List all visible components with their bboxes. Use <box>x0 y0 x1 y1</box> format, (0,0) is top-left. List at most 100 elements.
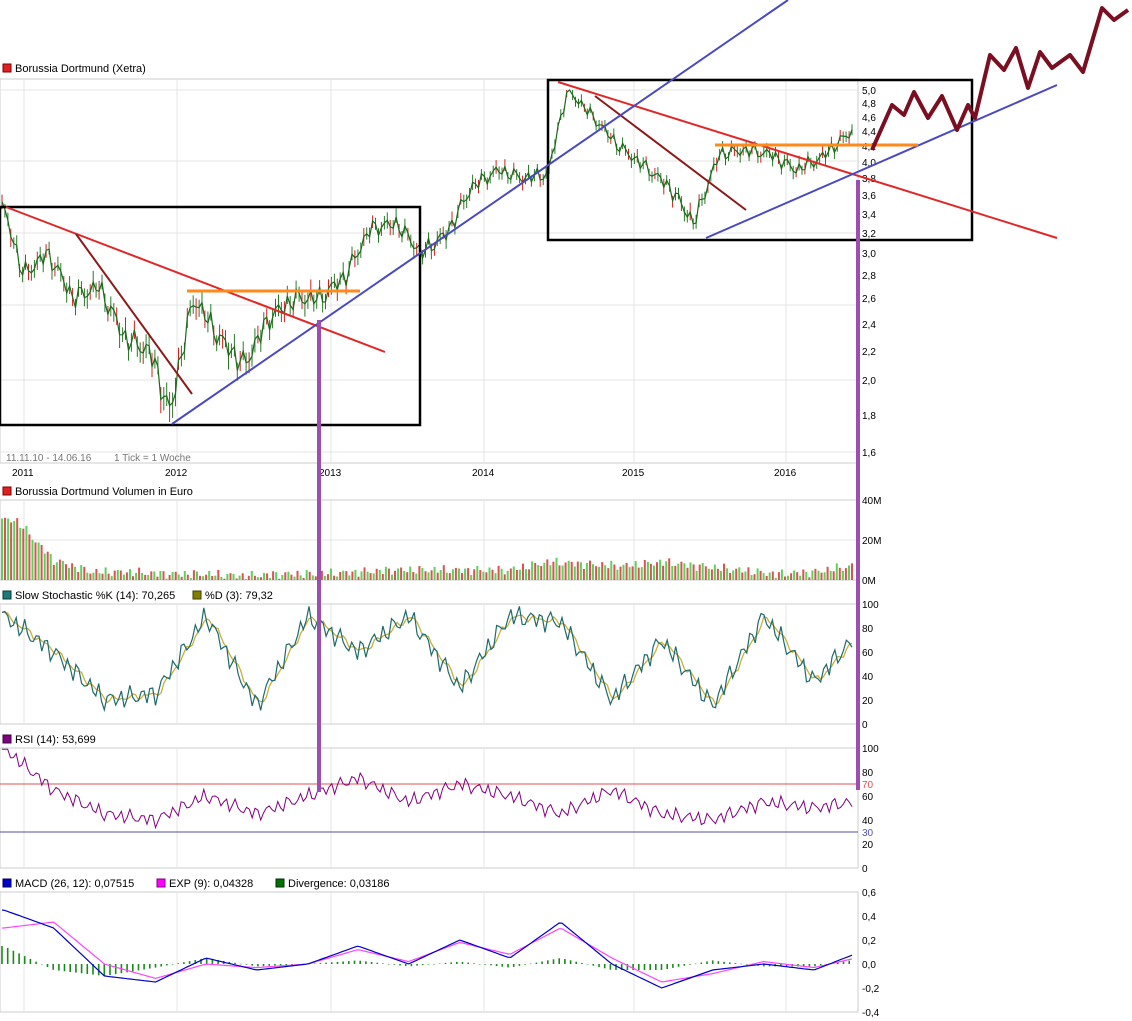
volume-bar <box>308 571 311 580</box>
volume-bar <box>220 576 223 580</box>
rsi-tick-0: 0 <box>862 864 868 875</box>
divergence-bar <box>569 960 572 964</box>
volume-bar <box>576 561 579 580</box>
volume-bar <box>281 574 284 580</box>
stoch-k-legend: Slow Stochastic %K (14): 70,265 <box>15 590 175 602</box>
divergence-bar <box>706 961 708 964</box>
divergence-bar <box>149 964 151 969</box>
stoch-k-line <box>1 606 853 713</box>
volume-bar <box>427 572 430 580</box>
divergence-bar <box>1 946 3 964</box>
divergence-bar <box>530 963 532 965</box>
volume-bar <box>582 569 585 580</box>
volume-bar <box>631 566 634 580</box>
divergence-bar <box>490 964 492 966</box>
volume-bar <box>217 569 220 580</box>
volume-bar <box>205 574 208 580</box>
volume-bar <box>500 568 503 580</box>
volume-bar <box>122 574 125 580</box>
volume-bar <box>451 569 454 580</box>
y-tick-5-0: 5,0 <box>862 86 876 97</box>
rsi-tick-100: 100 <box>862 744 879 755</box>
volume-bar <box>479 570 482 580</box>
macd-tick-00: 0,0 <box>862 960 876 971</box>
volume-bar <box>238 575 241 580</box>
volume-bar <box>762 573 765 580</box>
volume-bar <box>144 574 147 580</box>
volume-bar <box>659 559 662 580</box>
divergence-bar <box>274 964 276 966</box>
divergence-bar <box>291 964 293 965</box>
volume-bar <box>275 572 278 580</box>
legend-swatch-stoch-k <box>2 590 12 600</box>
volume-bar <box>119 570 122 580</box>
volume-bar <box>101 573 104 580</box>
volume-tick-40: 40M <box>862 496 881 507</box>
rsi-tick-20: 20 <box>862 840 874 851</box>
volume-bar <box>244 579 247 580</box>
divergence-bar <box>603 964 606 969</box>
y-tick-4-6: 4,6 <box>862 113 876 124</box>
volume-bar <box>186 574 189 580</box>
divergence-bar <box>785 964 788 967</box>
volume-bar <box>561 565 564 580</box>
exp-legend: EXP (9): 0,04328 <box>169 878 253 890</box>
volume-bar <box>653 565 655 580</box>
volume-bar <box>668 558 671 580</box>
volume-bar <box>196 571 198 580</box>
legend-swatch-price <box>2 63 12 73</box>
consolidation-box-right <box>546 78 974 242</box>
volume-bar <box>442 565 445 580</box>
volume-bar <box>159 571 162 580</box>
legend-swatch-volume <box>2 486 12 496</box>
volume-bar <box>662 565 665 580</box>
divergence-bar <box>694 963 697 965</box>
divergence-bar <box>763 964 765 967</box>
divergence-bar <box>205 958 208 964</box>
volume-bar <box>253 575 256 580</box>
divergence-bar <box>404 964 407 966</box>
volume-bar <box>107 573 110 580</box>
y-tick-3-0: 3,0 <box>862 249 876 260</box>
divergence-bar <box>427 964 430 965</box>
consolidation-box-left <box>0 205 422 427</box>
divergence-bar <box>450 962 452 964</box>
volume-bar <box>802 569 805 580</box>
x-tick-2016: 2016 <box>774 468 797 479</box>
volume-bar <box>689 562 692 580</box>
y-tick-3-2: 3,2 <box>862 229 876 240</box>
divergence-bar <box>677 964 680 967</box>
volume-bar <box>787 575 789 580</box>
volume-bar <box>616 569 619 580</box>
volume-bar <box>537 565 540 580</box>
divergence-bar <box>188 961 191 964</box>
volume-bar <box>467 568 470 580</box>
divergence-bar <box>382 963 384 964</box>
projected-path <box>870 6 1130 151</box>
divergence-bar <box>666 964 668 969</box>
volume-bar <box>223 578 226 580</box>
volume-bar <box>461 573 463 580</box>
volume-bar <box>649 563 652 580</box>
volume-bar <box>83 566 86 580</box>
volume-tick-20: 20M <box>862 536 881 547</box>
stoch-tick-100: 100 <box>862 600 879 611</box>
volume-bar <box>518 569 521 580</box>
volume-bar <box>534 562 537 580</box>
volume-bar <box>250 571 253 580</box>
divergence-bar <box>399 964 401 966</box>
divergence-bar <box>649 964 651 970</box>
divergence-bar <box>23 956 26 964</box>
volume-bar <box>104 567 107 580</box>
volume-bar <box>314 576 317 580</box>
x-tick-2015: 2015 <box>622 468 645 479</box>
divergence-bar <box>495 964 498 966</box>
volume-bar <box>485 572 488 580</box>
volume-bar <box>723 563 725 580</box>
divergence-bar <box>507 964 509 968</box>
volume-bar <box>49 554 52 580</box>
divergence-bar <box>166 964 168 966</box>
volume-bar <box>747 567 750 580</box>
divergence-bar <box>564 959 566 964</box>
volume-bar <box>540 566 543 580</box>
